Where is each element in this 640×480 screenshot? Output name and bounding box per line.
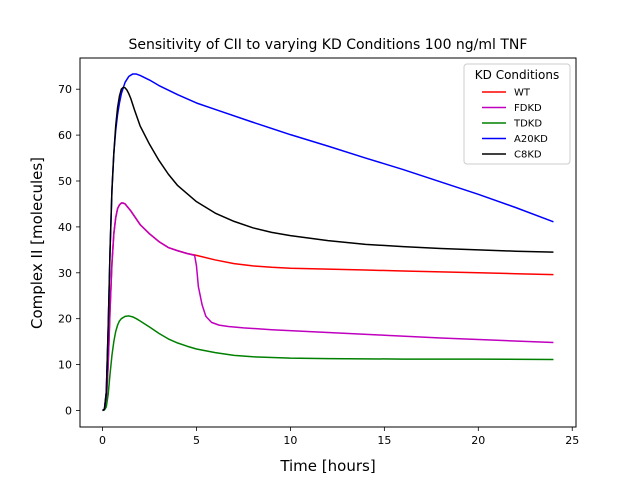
y-tick-label: 20 bbox=[58, 313, 72, 326]
y-axis-label: Complex II [molecules] bbox=[28, 157, 46, 329]
legend-title: KD Conditions bbox=[475, 68, 559, 82]
chart-title: Sensitivity of CII to varying KD Conditi… bbox=[129, 37, 528, 53]
legend-items: WT FDKD TDKD A20KD C8KD bbox=[482, 88, 548, 161]
y-tick-label: 60 bbox=[58, 129, 72, 142]
x-tick-label: 15 bbox=[377, 434, 391, 447]
series-line-fdkd bbox=[102, 202, 554, 412]
y-tick-label: 70 bbox=[58, 83, 72, 96]
legend-item-tdkd: TDKD bbox=[482, 119, 542, 130]
x-tick-label: 20 bbox=[471, 434, 485, 447]
y-tick-label: 30 bbox=[58, 267, 72, 280]
series-line-tdkd bbox=[102, 315, 554, 412]
x-tick-label: 0 bbox=[99, 434, 106, 447]
series-line-c8kd bbox=[102, 86, 554, 412]
y-tick-label: 40 bbox=[58, 221, 72, 234]
legend-item-a20kd: A20KD bbox=[482, 134, 548, 145]
x-tick-label: 5 bbox=[193, 434, 200, 447]
y-tick-label: 10 bbox=[58, 359, 72, 372]
legend-label: WT bbox=[514, 88, 531, 99]
legend-item-fdkd: FDKD bbox=[482, 103, 542, 114]
legend-item-c8kd: C8KD bbox=[482, 150, 542, 161]
x-tick-label: 25 bbox=[565, 434, 579, 447]
series-line-wt bbox=[102, 202, 554, 412]
plot-lines bbox=[102, 73, 554, 412]
legend-label: C8KD bbox=[514, 150, 542, 161]
legend: KD Conditions WT FDKD TDKD A20KD C8KD bbox=[463, 63, 571, 165]
legend-label: A20KD bbox=[514, 134, 548, 145]
x-axis-ticks: 0 5 10 15 20 25 bbox=[99, 427, 579, 447]
x-axis-label: Time [hours] bbox=[279, 457, 375, 475]
legend-label: FDKD bbox=[514, 103, 542, 114]
legend-item-wt: WT bbox=[482, 88, 531, 99]
y-tick-label: 50 bbox=[58, 175, 72, 188]
legend-label: TDKD bbox=[513, 119, 542, 130]
y-tick-label: 0 bbox=[65, 404, 72, 417]
y-axis-ticks: 0 10 20 30 40 50 60 70 bbox=[58, 83, 80, 417]
plot-frame bbox=[79, 57, 577, 428]
x-tick-label: 10 bbox=[283, 434, 297, 447]
